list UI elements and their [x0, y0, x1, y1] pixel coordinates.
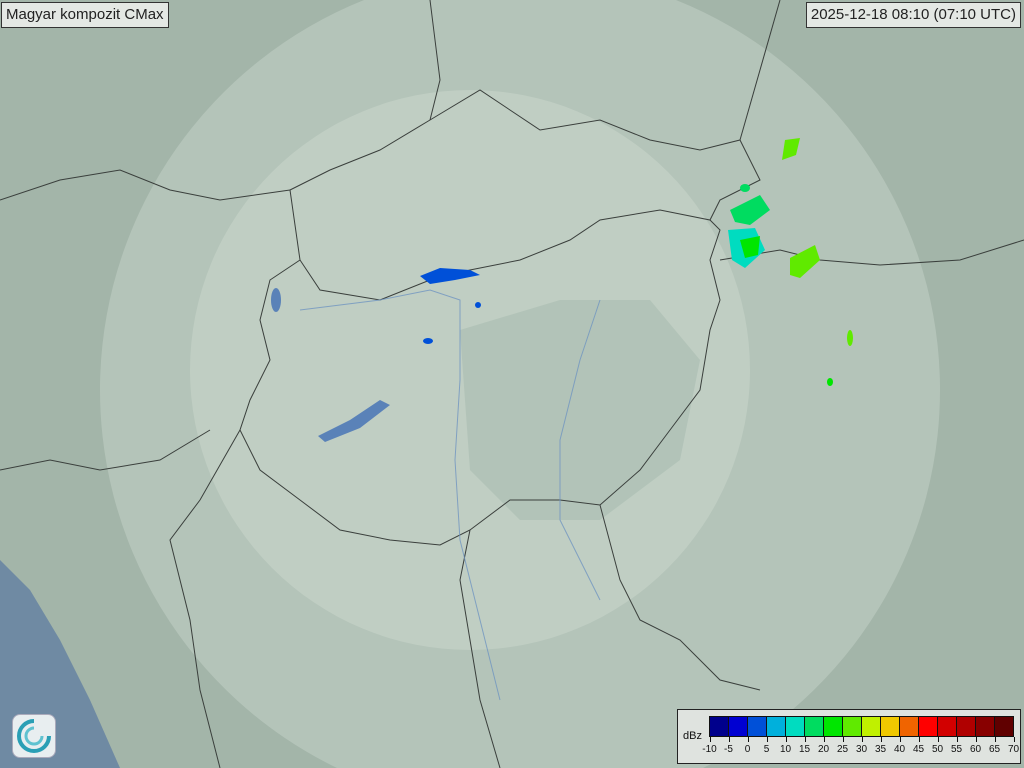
legend-tick-mark	[747, 737, 749, 742]
legend-color-cell	[938, 717, 957, 736]
legend-color-cell	[862, 717, 881, 736]
legend-color-cell	[919, 717, 938, 736]
lakes	[271, 288, 390, 442]
legend-tick-mark	[918, 737, 920, 742]
product-title: Magyar kompozit CMax	[1, 2, 169, 28]
legend-tick-mark	[956, 737, 958, 742]
legend-color-cell	[786, 717, 805, 736]
radar-swirl-logo-icon	[12, 714, 56, 758]
legend-tick-label: 65	[988, 744, 1001, 755]
legend-tick-mark	[861, 737, 863, 742]
legend-tick-label: 0	[744, 744, 751, 755]
legend-tick-mark	[880, 737, 882, 742]
radar-echoes	[420, 138, 853, 386]
legend-unit: dBz	[683, 730, 702, 742]
legend-color-cell	[900, 717, 919, 736]
legend-tick-label: 70	[1007, 744, 1020, 755]
legend-tick-label: 25	[836, 744, 849, 755]
legend-tick-mark	[728, 737, 730, 742]
legend-tick-mark	[899, 737, 901, 742]
legend-tick-mark	[804, 737, 806, 742]
legend-tick-mark	[1013, 737, 1015, 742]
legend-tick-mark	[994, 737, 996, 742]
legend-tick-label: 30	[855, 744, 868, 755]
legend-color-bar	[709, 716, 1014, 737]
legend-color-cell	[710, 717, 729, 736]
legend-tick-mark	[709, 737, 711, 742]
rivers	[299, 289, 601, 701]
legend-ticks: -10 -5 0 5 10 15 20 25 30 35 40 45 50 55 60 65 70	[702, 737, 1019, 757]
legend-tick-label: 5	[763, 744, 770, 755]
legend-tick-label: 55	[950, 744, 963, 755]
legend-color-cell	[824, 717, 843, 736]
legend-tick-mark	[766, 737, 768, 742]
legend-tick-label: -10	[702, 744, 717, 755]
legend-tick-label: 45	[912, 744, 925, 755]
legend-tick-label: 15	[798, 744, 811, 755]
legend-tick-label: 35	[874, 744, 887, 755]
legend-tick-label: 60	[969, 744, 982, 755]
legend-tick-label: 50	[931, 744, 944, 755]
legend-color-cell	[995, 717, 1013, 736]
legend-color-cell	[729, 717, 748, 736]
legend-tick-mark	[937, 737, 939, 742]
legend-tick-label: 40	[893, 744, 906, 755]
legend-tick-label: 10	[779, 744, 792, 755]
great-plain	[460, 300, 700, 520]
legend-color-cell	[957, 717, 976, 736]
timestamp: 2025-12-18 08:10 (07:10 UTC)	[805, 2, 1021, 28]
legend-tick-label: 20	[817, 744, 830, 755]
legend-color-cell	[976, 717, 995, 736]
legend-color-cell	[748, 717, 767, 736]
legend-tick-label: -5	[724, 744, 733, 755]
legend-tick-mark	[842, 737, 844, 742]
legend-color-cell	[767, 717, 786, 736]
legend-tick-mark	[823, 737, 825, 742]
legend-color-cell	[805, 717, 824, 736]
legend-color-cell	[881, 717, 900, 736]
legend-color-cell	[843, 717, 862, 736]
legend-tick-mark	[785, 737, 787, 742]
dbz-legend: dBz -10 -5 0 5 10 15 20 25 30 35 40 45 50 55 60 65 70	[677, 709, 1021, 764]
legend-tick-mark	[975, 737, 977, 742]
